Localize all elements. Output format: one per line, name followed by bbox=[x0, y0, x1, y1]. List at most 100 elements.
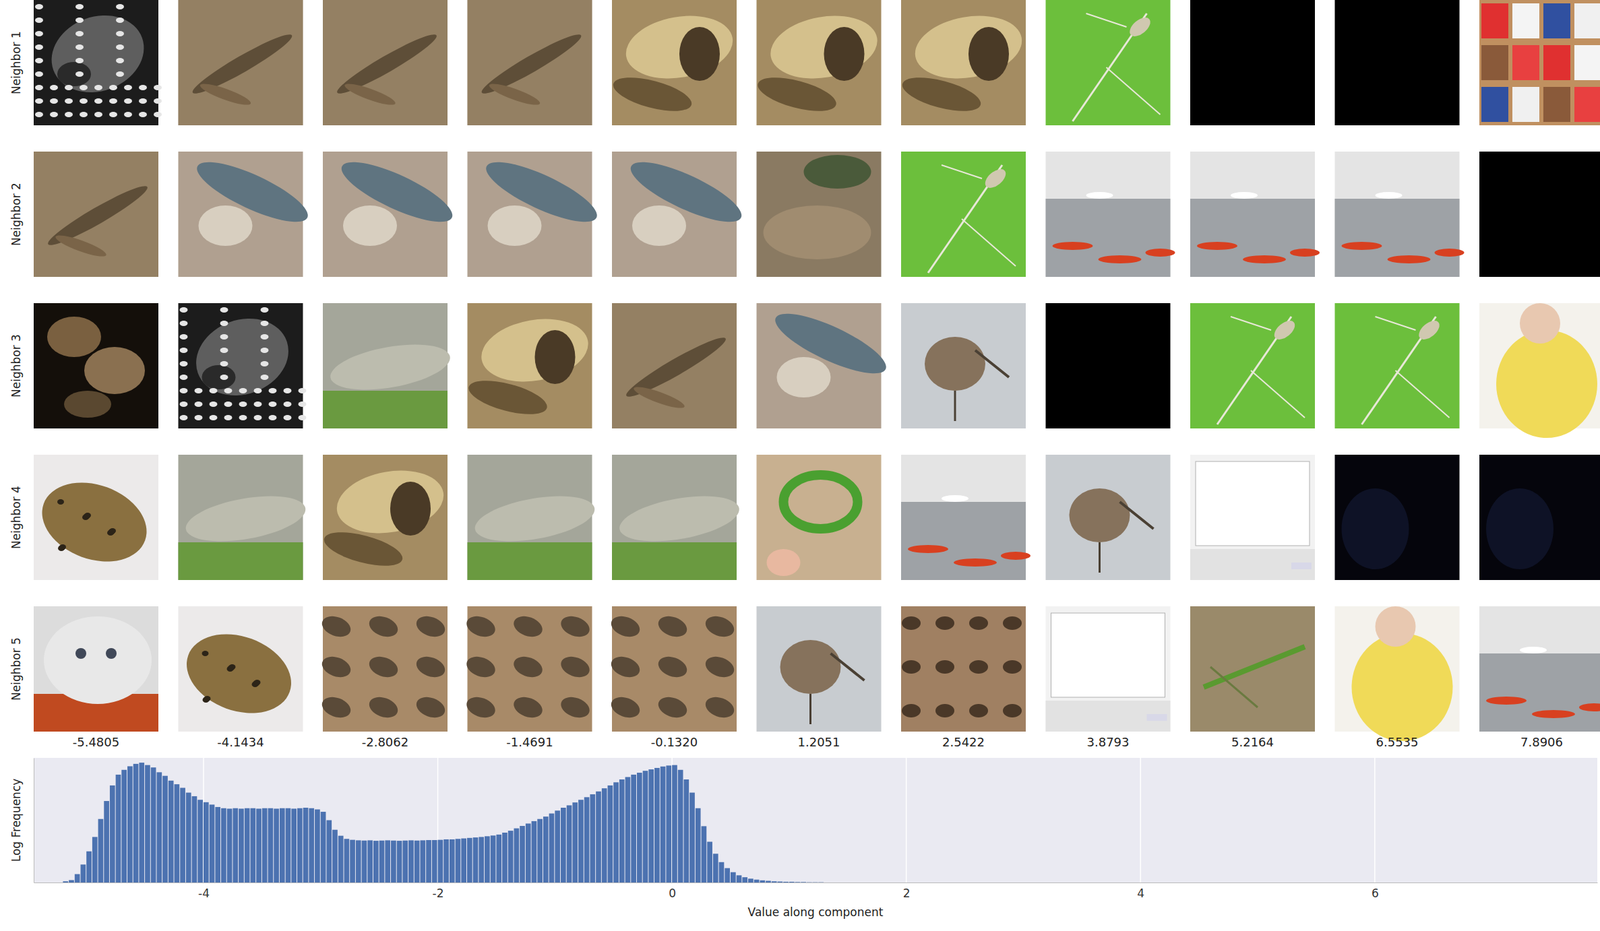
image-part bbox=[1481, 86, 1509, 122]
image-part bbox=[75, 44, 84, 50]
image-part bbox=[229, 664, 236, 670]
image-part bbox=[138, 111, 147, 118]
image-part bbox=[783, 475, 858, 530]
image-part bbox=[975, 350, 1009, 378]
grid-line bbox=[1374, 758, 1376, 883]
image-part bbox=[254, 415, 263, 421]
image-part bbox=[224, 415, 233, 421]
neighbor-image bbox=[1479, 454, 1600, 581]
image-part bbox=[1002, 616, 1022, 631]
bar bbox=[109, 785, 116, 883]
image-part bbox=[138, 98, 147, 104]
bar bbox=[654, 768, 660, 883]
bar bbox=[607, 785, 614, 883]
image-part bbox=[1045, 198, 1171, 278]
plot-background bbox=[33, 758, 1598, 883]
neighbor-image bbox=[178, 0, 304, 126]
image-part bbox=[1574, 86, 1600, 122]
x-axis: -4-20246 bbox=[34, 882, 1598, 901]
image-part bbox=[1486, 696, 1527, 705]
bar bbox=[262, 808, 268, 883]
image-part bbox=[1045, 0, 1171, 126]
image-part bbox=[343, 205, 397, 246]
image-part bbox=[124, 84, 133, 91]
image-part bbox=[57, 499, 65, 505]
image-part bbox=[331, 463, 449, 542]
bar bbox=[209, 804, 215, 883]
bar bbox=[156, 772, 162, 883]
image-part bbox=[1203, 647, 1305, 688]
bar bbox=[777, 882, 784, 883]
neighbor-image bbox=[1479, 0, 1600, 126]
image-part bbox=[1145, 248, 1176, 257]
image-part bbox=[1415, 317, 1443, 344]
neighbor-image bbox=[1335, 151, 1465, 278]
bar bbox=[443, 839, 449, 883]
x-tick-label: 6 bbox=[1371, 886, 1379, 901]
neighbor-image bbox=[1045, 303, 1171, 429]
column-label: -2.8062 bbox=[361, 735, 409, 750]
image-part bbox=[1574, 45, 1600, 81]
image-part bbox=[510, 612, 546, 641]
image-part bbox=[178, 0, 304, 126]
image-part bbox=[1230, 192, 1258, 199]
image-part bbox=[941, 165, 982, 179]
image-part bbox=[239, 401, 248, 408]
image-part bbox=[268, 415, 278, 421]
image-part bbox=[655, 612, 691, 641]
image-part bbox=[239, 415, 248, 421]
bar bbox=[490, 835, 497, 883]
bar bbox=[601, 788, 608, 883]
image-part bbox=[179, 401, 189, 408]
bar bbox=[268, 808, 274, 883]
image-part bbox=[510, 653, 546, 681]
bar bbox=[203, 802, 209, 883]
x-axis-title: Value along component bbox=[748, 905, 884, 920]
image-part bbox=[202, 365, 236, 390]
neighbor-image bbox=[319, 606, 449, 732]
bar bbox=[214, 807, 221, 883]
bar bbox=[168, 781, 174, 883]
image-part bbox=[198, 80, 253, 109]
image-part bbox=[954, 390, 957, 422]
bar bbox=[303, 808, 309, 883]
image-part bbox=[1045, 606, 1171, 732]
y-axis-line bbox=[33, 758, 35, 884]
neighbor-image bbox=[901, 454, 1031, 581]
image-part bbox=[1210, 667, 1258, 708]
image-part bbox=[179, 415, 189, 421]
bar bbox=[543, 816, 549, 883]
image-part bbox=[153, 111, 162, 118]
image-part bbox=[33, 0, 159, 126]
bar bbox=[625, 777, 631, 883]
bar bbox=[765, 881, 772, 883]
image-part bbox=[366, 693, 402, 722]
image-part bbox=[203, 696, 211, 703]
image-part bbox=[115, 17, 125, 23]
image-part bbox=[467, 0, 593, 126]
bar bbox=[484, 836, 490, 883]
image-part bbox=[1531, 710, 1576, 719]
image-part bbox=[31, 469, 158, 576]
image-part bbox=[319, 612, 354, 641]
image-part bbox=[463, 612, 499, 641]
image-part bbox=[185, 305, 300, 408]
image-part bbox=[611, 303, 737, 429]
bar bbox=[379, 841, 385, 883]
image-part bbox=[809, 694, 812, 725]
image-part bbox=[620, 8, 738, 87]
image-part bbox=[390, 481, 431, 536]
bar bbox=[736, 875, 743, 883]
image-part bbox=[463, 693, 499, 722]
neighbor-image bbox=[467, 0, 593, 126]
image-part bbox=[901, 704, 921, 718]
image-part bbox=[105, 648, 117, 660]
bar bbox=[74, 874, 81, 883]
image-part bbox=[239, 388, 248, 394]
image-part bbox=[35, 57, 44, 64]
neighbor-image bbox=[322, 0, 448, 126]
bar bbox=[706, 842, 713, 883]
image-part bbox=[1098, 255, 1142, 264]
row-label: Neighbor 3 bbox=[9, 334, 23, 398]
image-part bbox=[40, 2, 155, 105]
